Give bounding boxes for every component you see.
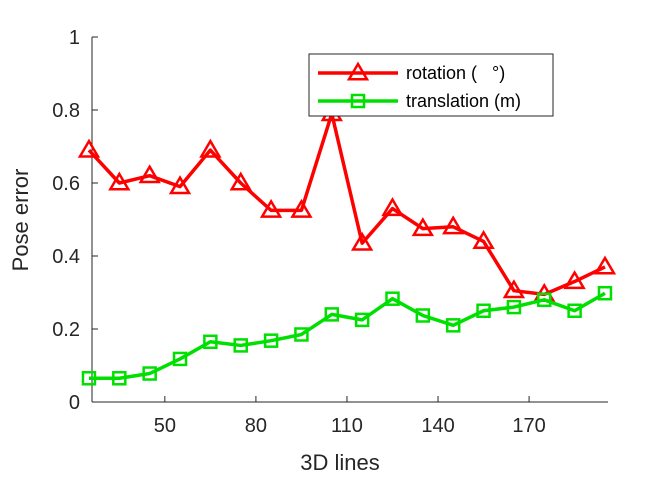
data-point xyxy=(138,164,161,184)
data-point xyxy=(593,255,617,275)
data-point xyxy=(411,217,435,237)
data-point xyxy=(537,292,552,308)
data-point xyxy=(506,299,522,315)
legend-box xyxy=(308,53,554,117)
axes: 50 80 110 140 170 0 0.2 0.4 0.6 0.8 1 xyxy=(52,27,608,437)
data-point xyxy=(259,198,283,218)
data-point xyxy=(476,303,491,318)
y-tick-label: 1 xyxy=(69,27,80,49)
data-point xyxy=(567,303,582,318)
data-point xyxy=(385,291,400,306)
x-tick-label: 80 xyxy=(245,415,267,437)
data-point xyxy=(199,138,222,158)
series-line xyxy=(87,111,606,297)
data-point xyxy=(172,351,188,367)
x-tick-label: 50 xyxy=(154,415,176,437)
legend: rotation ( °) translation (m) xyxy=(308,53,554,117)
x-tick-label: 140 xyxy=(421,415,454,437)
data-point xyxy=(112,371,127,386)
data-point xyxy=(381,197,404,217)
y-tick-label: 0.2 xyxy=(52,319,80,341)
data-point xyxy=(168,175,192,195)
x-tick-label: 110 xyxy=(331,415,363,437)
x-tick-label: 170 xyxy=(512,415,545,437)
data-point xyxy=(263,333,279,348)
data-point xyxy=(502,279,526,299)
data-point xyxy=(472,229,495,249)
data-point xyxy=(203,334,218,350)
y-tick-label: 0.8 xyxy=(52,100,80,122)
data-point xyxy=(597,285,613,301)
x-axis-title: 3D lines xyxy=(300,450,379,475)
data-point xyxy=(354,312,370,328)
series-line xyxy=(88,291,606,381)
data-point xyxy=(108,171,131,191)
series-translation xyxy=(81,285,613,386)
data-point xyxy=(415,308,431,323)
data-point xyxy=(324,307,340,322)
data-point xyxy=(142,366,157,381)
series-layer xyxy=(77,102,617,386)
legend-label: rotation ( °) xyxy=(406,63,505,83)
legend-marker xyxy=(350,93,366,109)
series-rotation xyxy=(77,102,617,302)
legend-label: translation (m) xyxy=(406,91,521,111)
data-point xyxy=(563,270,586,290)
data-point xyxy=(445,318,461,333)
y-tick-label: 0.6 xyxy=(52,173,80,195)
data-point xyxy=(77,138,101,158)
data-point xyxy=(294,327,309,342)
data-point xyxy=(81,371,97,386)
y-axis-title: Pose error xyxy=(8,169,33,272)
legend-marker xyxy=(346,61,370,81)
data-point xyxy=(290,198,313,218)
data-point xyxy=(229,171,252,191)
data-point xyxy=(442,215,465,235)
y-tick-label: 0.4 xyxy=(52,246,80,268)
data-point xyxy=(350,231,374,251)
data-point xyxy=(233,338,248,353)
y-tick-label: 0 xyxy=(69,392,80,414)
